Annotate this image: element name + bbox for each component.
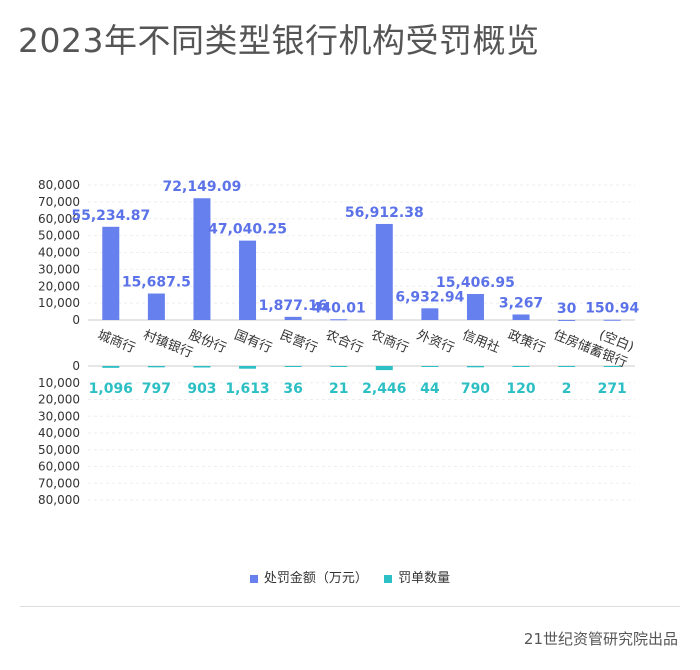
count-data-label: 120 <box>506 381 535 397</box>
legend-item-amount[interactable]: 处罚金额（万元） <box>249 567 368 586</box>
count-data-label: 36 <box>283 381 302 397</box>
count-bar <box>466 366 484 368</box>
category-label: 农商行 <box>369 328 411 357</box>
amount-bar <box>147 293 165 320</box>
bottom-y-tick-label: 10,000 <box>38 376 80 390</box>
count-data-label: 2 <box>562 381 572 397</box>
count-bar <box>421 366 439 367</box>
amount-bar <box>375 223 393 320</box>
amount-bar <box>239 240 257 320</box>
amount-data-label: 440.01 <box>312 300 366 316</box>
count-bar <box>330 366 348 367</box>
top-y-tick-label: 70,000 <box>38 195 80 209</box>
amount-data-label: 1,877.16 <box>259 298 328 314</box>
source-credit: 21世纪资管研究院出品 <box>523 630 678 648</box>
amount-data-label: 3,267 <box>499 295 543 311</box>
amount-bar <box>193 198 211 320</box>
bottom-y-tick-label: 80,000 <box>38 493 80 507</box>
category-label: 外资行 <box>414 328 456 357</box>
chart-canvas: 0 10,000 20,000 30,000 40,000 50,000 60,000 70,… <box>38 178 639 507</box>
amount-data-label: 72,149.09 <box>163 179 242 195</box>
bottom-y-tick-label: 40,000 <box>38 426 80 440</box>
count-data-label: 44 <box>420 381 440 397</box>
amount-data-label: 56,912.38 <box>345 205 424 221</box>
category-label: 政策行 <box>506 327 548 356</box>
top-y-tick-label: 60,000 <box>38 212 80 226</box>
amount-bar <box>466 294 484 320</box>
chart-title: 2023年不同类型银行机构受罚概览 <box>18 21 540 60</box>
count-data-label: 1,096 <box>89 381 133 397</box>
count-bar <box>558 366 576 367</box>
amount-data-label: 30 <box>557 301 577 317</box>
amount-bar <box>603 319 621 321</box>
top-y-tick-label: 20,000 <box>38 279 80 293</box>
category-label: 城商行 <box>95 328 137 357</box>
legend-swatch-amount <box>249 574 258 583</box>
top-y-tick-label: 30,000 <box>38 262 80 276</box>
top-y-tick-label: 80,000 <box>38 178 80 192</box>
bottom-y-tick-label: 60,000 <box>38 460 80 474</box>
amount-bar <box>512 314 530 320</box>
top-y-tick-label: 40,000 <box>38 246 80 260</box>
bottom-y-tick-label: 0 <box>72 359 80 373</box>
category-label: 民营行 <box>278 328 320 357</box>
bottom-y-tick-label: 50,000 <box>38 443 80 457</box>
top-y-tick-label: 50,000 <box>38 229 80 243</box>
count-data-label: 21 <box>329 381 348 397</box>
category-label: 农合行 <box>323 328 365 357</box>
count-bar <box>102 366 120 368</box>
amount-data-label: 55,234.87 <box>71 208 150 224</box>
count-bar <box>147 366 165 368</box>
amount-data-label: 6,932.94 <box>395 289 464 305</box>
count-data-label: 903 <box>187 381 216 397</box>
count-bar <box>375 366 393 371</box>
legend-label-count: 罚单数量 <box>398 571 451 586</box>
count-data-label: 271 <box>598 381 627 397</box>
count-bar <box>239 366 257 369</box>
count-bar <box>193 366 211 368</box>
amount-bar <box>284 316 302 320</box>
count-data-label: 1,613 <box>225 381 269 397</box>
amount-bar <box>330 319 348 321</box>
category-label: 信用社 <box>460 327 502 356</box>
bottom-y-tick-label: 20,000 <box>38 393 80 407</box>
legend: 处罚金额（万元） 罚单数量 <box>0 567 700 586</box>
top-y-tick-label: 0 <box>72 313 80 327</box>
amount-data-label: 47,040.25 <box>208 222 287 238</box>
count-bar <box>284 366 302 367</box>
amount-bar <box>558 319 576 321</box>
count-data-label: 2,446 <box>362 381 406 397</box>
amount-bar <box>102 226 120 320</box>
bottom-y-tick-label: 70,000 <box>38 476 80 490</box>
count-data-label: 797 <box>142 381 171 397</box>
amount-data-label: 15,406.95 <box>436 275 515 291</box>
count-bar <box>512 366 530 367</box>
count-bar <box>603 366 621 367</box>
legend-swatch-count <box>384 574 393 583</box>
category-label: 村镇银行 <box>141 328 195 361</box>
legend-item-count[interactable]: 罚单数量 <box>384 567 450 586</box>
amount-data-label: 150.94 <box>585 301 639 317</box>
count-data-label: 790 <box>461 381 490 397</box>
top-y-tick-label: 10,000 <box>38 296 80 310</box>
legend-label-amount: 处罚金额（万元） <box>263 571 368 586</box>
category-label: 国有行 <box>232 328 274 357</box>
footer-divider <box>20 606 680 607</box>
amount-bar <box>421 308 439 320</box>
amount-data-label: 15,687.5 <box>122 275 191 291</box>
bottom-y-tick-label: 30,000 <box>38 409 80 423</box>
